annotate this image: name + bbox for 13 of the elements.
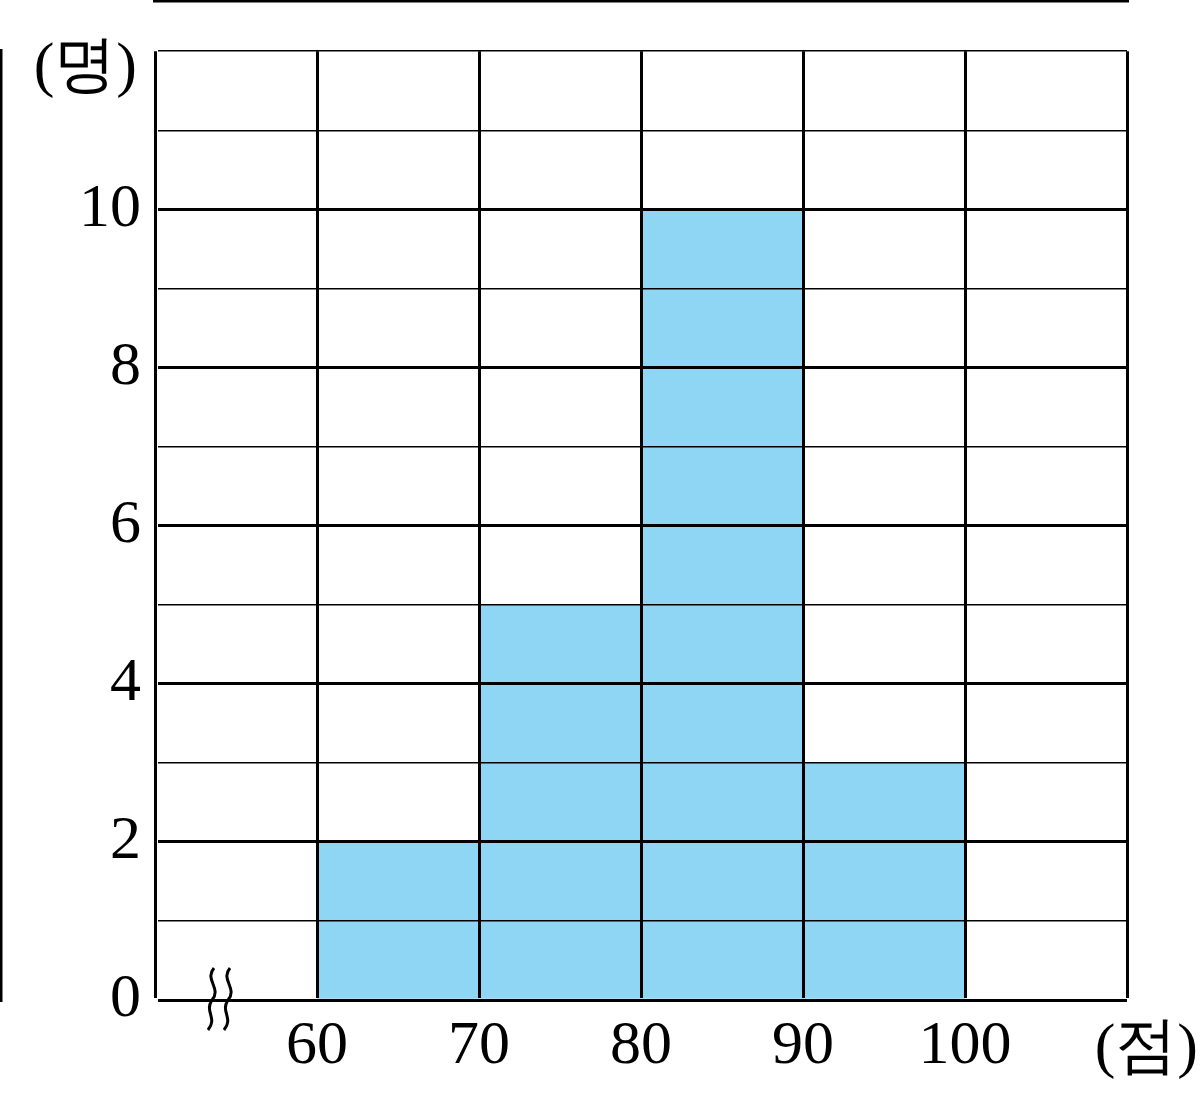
x-tick-label: 80: [610, 1008, 672, 1077]
x-tick-label: 70: [448, 1008, 510, 1077]
y-axis-title: (명): [33, 30, 137, 100]
x-tick-label: 60: [286, 1008, 348, 1077]
y-tick-label: 6: [110, 486, 141, 555]
y-tick-label: 0: [110, 961, 141, 1030]
x-tick-label: 100: [918, 1008, 1012, 1077]
y-tick-label: 10: [79, 170, 141, 239]
y-tick-label: 4: [110, 645, 141, 714]
x-tick-label: 90: [772, 1008, 834, 1077]
y-tick-label: 2: [110, 803, 141, 872]
x-axis-title: (점): [1094, 1011, 1198, 1081]
y-tick-label: 8: [110, 328, 141, 397]
